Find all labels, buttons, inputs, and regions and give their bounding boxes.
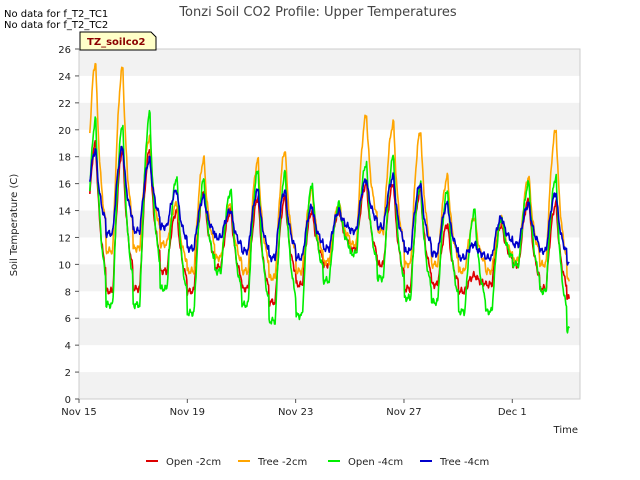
plot-area xyxy=(78,48,581,400)
no-data-note-2: No data for f_T2_TC2 xyxy=(4,20,108,31)
x-axis-ticks: Nov 15 Nov 19 Nov 23 Nov 27 Dec 1 xyxy=(61,399,527,418)
series-line-open-4cm xyxy=(89,109,570,334)
x-axis-label: Time xyxy=(553,425,578,436)
y-tick-label: 4 xyxy=(65,341,71,352)
y-tick-label: 2 xyxy=(65,368,71,379)
grid-band xyxy=(79,102,580,130)
no-data-note-1: No data for f_T2_TC1 xyxy=(4,9,108,20)
y-tick-label: 8 xyxy=(65,287,71,298)
x-tick-label: Nov 23 xyxy=(278,407,313,418)
y-tick-label: 0 xyxy=(65,395,71,406)
y-tick-label: 22 xyxy=(58,99,71,110)
x-tick-label: Dec 1 xyxy=(498,407,527,418)
y-tick-label: 6 xyxy=(65,314,71,325)
grid-band xyxy=(79,49,580,76)
legend-label: Tree -2cm xyxy=(257,457,307,468)
legend-label: Open -4cm xyxy=(348,457,403,468)
grid-band xyxy=(79,318,580,346)
legend: Open -2cm Tree -2cm Open -4cm Tree -4cm xyxy=(146,457,489,468)
y-tick-label: 26 xyxy=(58,45,71,56)
y-tick-label: 18 xyxy=(58,153,71,164)
y-tick-label: 24 xyxy=(58,72,71,83)
grid-band xyxy=(79,372,580,399)
station-badge: TZ_soilco2 xyxy=(79,31,157,51)
x-tick-label: Nov 15 xyxy=(61,407,96,418)
legend-label: Open -2cm xyxy=(166,457,221,468)
y-axis-label: Soil Temperature (C) xyxy=(9,174,20,277)
y-tick-label: 16 xyxy=(58,180,71,191)
y-tick-label: 14 xyxy=(58,207,71,218)
legend-label: Tree -4cm xyxy=(439,457,489,468)
chart-title: Tonzi Soil CO2 Profile: Upper Temperatur… xyxy=(178,5,457,20)
x-tick-label: Nov 19 xyxy=(170,407,205,418)
y-tick-label: 12 xyxy=(58,233,71,244)
series-layer xyxy=(89,62,570,334)
station-badge-label: TZ_soilco2 xyxy=(87,37,146,48)
grid-bands xyxy=(79,49,580,399)
x-tick-label: Nov 27 xyxy=(386,407,421,418)
series-line-tree-4cm xyxy=(89,145,570,266)
y-tick-label: 10 xyxy=(58,260,71,271)
y-tick-label: 20 xyxy=(58,126,71,137)
grid-band xyxy=(79,156,580,184)
